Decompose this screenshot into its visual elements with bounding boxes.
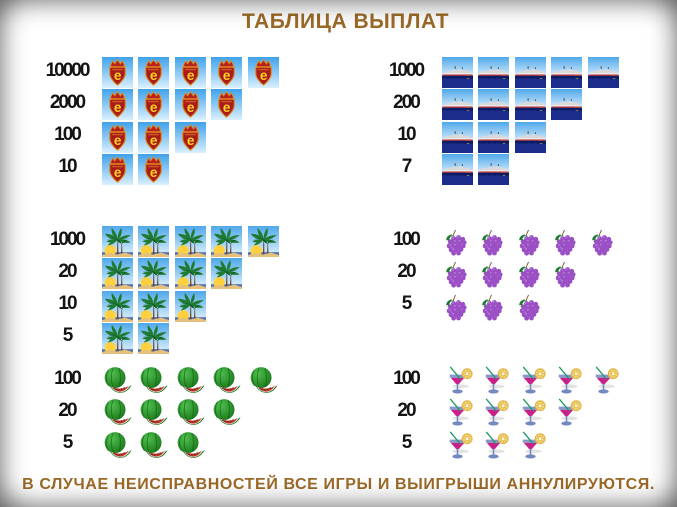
svg-text:e: e [260, 68, 268, 83]
svg-text:e: e [223, 100, 231, 115]
svg-text:e: e [114, 165, 122, 180]
svg-text:e: e [223, 68, 231, 83]
svg-text:e: e [150, 68, 158, 83]
svg-text:e: e [187, 132, 195, 147]
svg-text:e: e [150, 100, 158, 115]
svg-text:e: e [187, 100, 195, 115]
svg-text:e: e [187, 68, 195, 83]
svg-text:e: e [150, 132, 158, 147]
svg-text:e: e [114, 68, 122, 83]
svg-text:e: e [114, 100, 122, 115]
svg-text:e: e [114, 132, 122, 147]
svg-text:e: e [150, 165, 158, 180]
